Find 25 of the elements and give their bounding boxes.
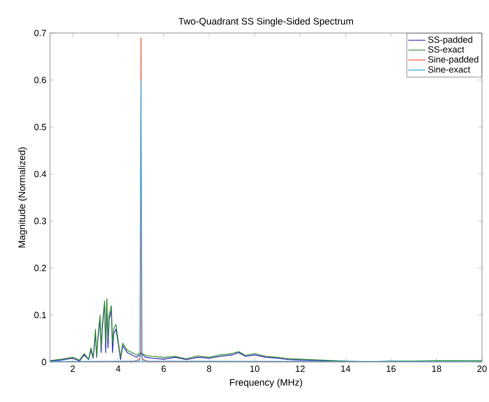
chart-title: Two-Quadrant SS Single-Sided Spectrum — [178, 18, 354, 26]
x-tick-label: 4 — [116, 366, 120, 372]
y-axis-title: Magnitude (Normalized) — [18, 147, 28, 248]
y-tick-label: 0.4 — [34, 170, 46, 178]
y-tick-label: 0.2 — [34, 264, 46, 272]
x-axis-title: Frequency (MHz) — [230, 378, 302, 388]
x-tick-label: 12 — [296, 366, 305, 372]
x-tick-label: 6 — [162, 366, 166, 372]
y-tick-label: 0.1 — [34, 312, 46, 318]
y-tick-label: 0.5 — [34, 124, 46, 130]
legend-label: Sine-exact — [428, 66, 470, 73]
x-tick-label: 18 — [432, 366, 442, 372]
y-tick-label: 0.3 — [34, 218, 46, 224]
y-tick-label: 0.7 — [34, 30, 46, 36]
x-tick-label: 20 — [477, 366, 487, 372]
legend-label: SS-exact — [428, 46, 464, 53]
legend-label: SS-padded — [428, 36, 472, 45]
legend-label: Sine-padded — [428, 56, 478, 64]
x-tick-label: 16 — [386, 366, 396, 372]
y-tick-label: 0 — [42, 358, 46, 366]
x-tick-label: 14 — [341, 366, 350, 372]
x-tick-label: 10 — [250, 366, 260, 372]
y-tick-label: 0.6 — [34, 76, 46, 84]
x-tick-label: 8 — [207, 366, 212, 372]
x-tick-label: 2 — [70, 366, 75, 372]
